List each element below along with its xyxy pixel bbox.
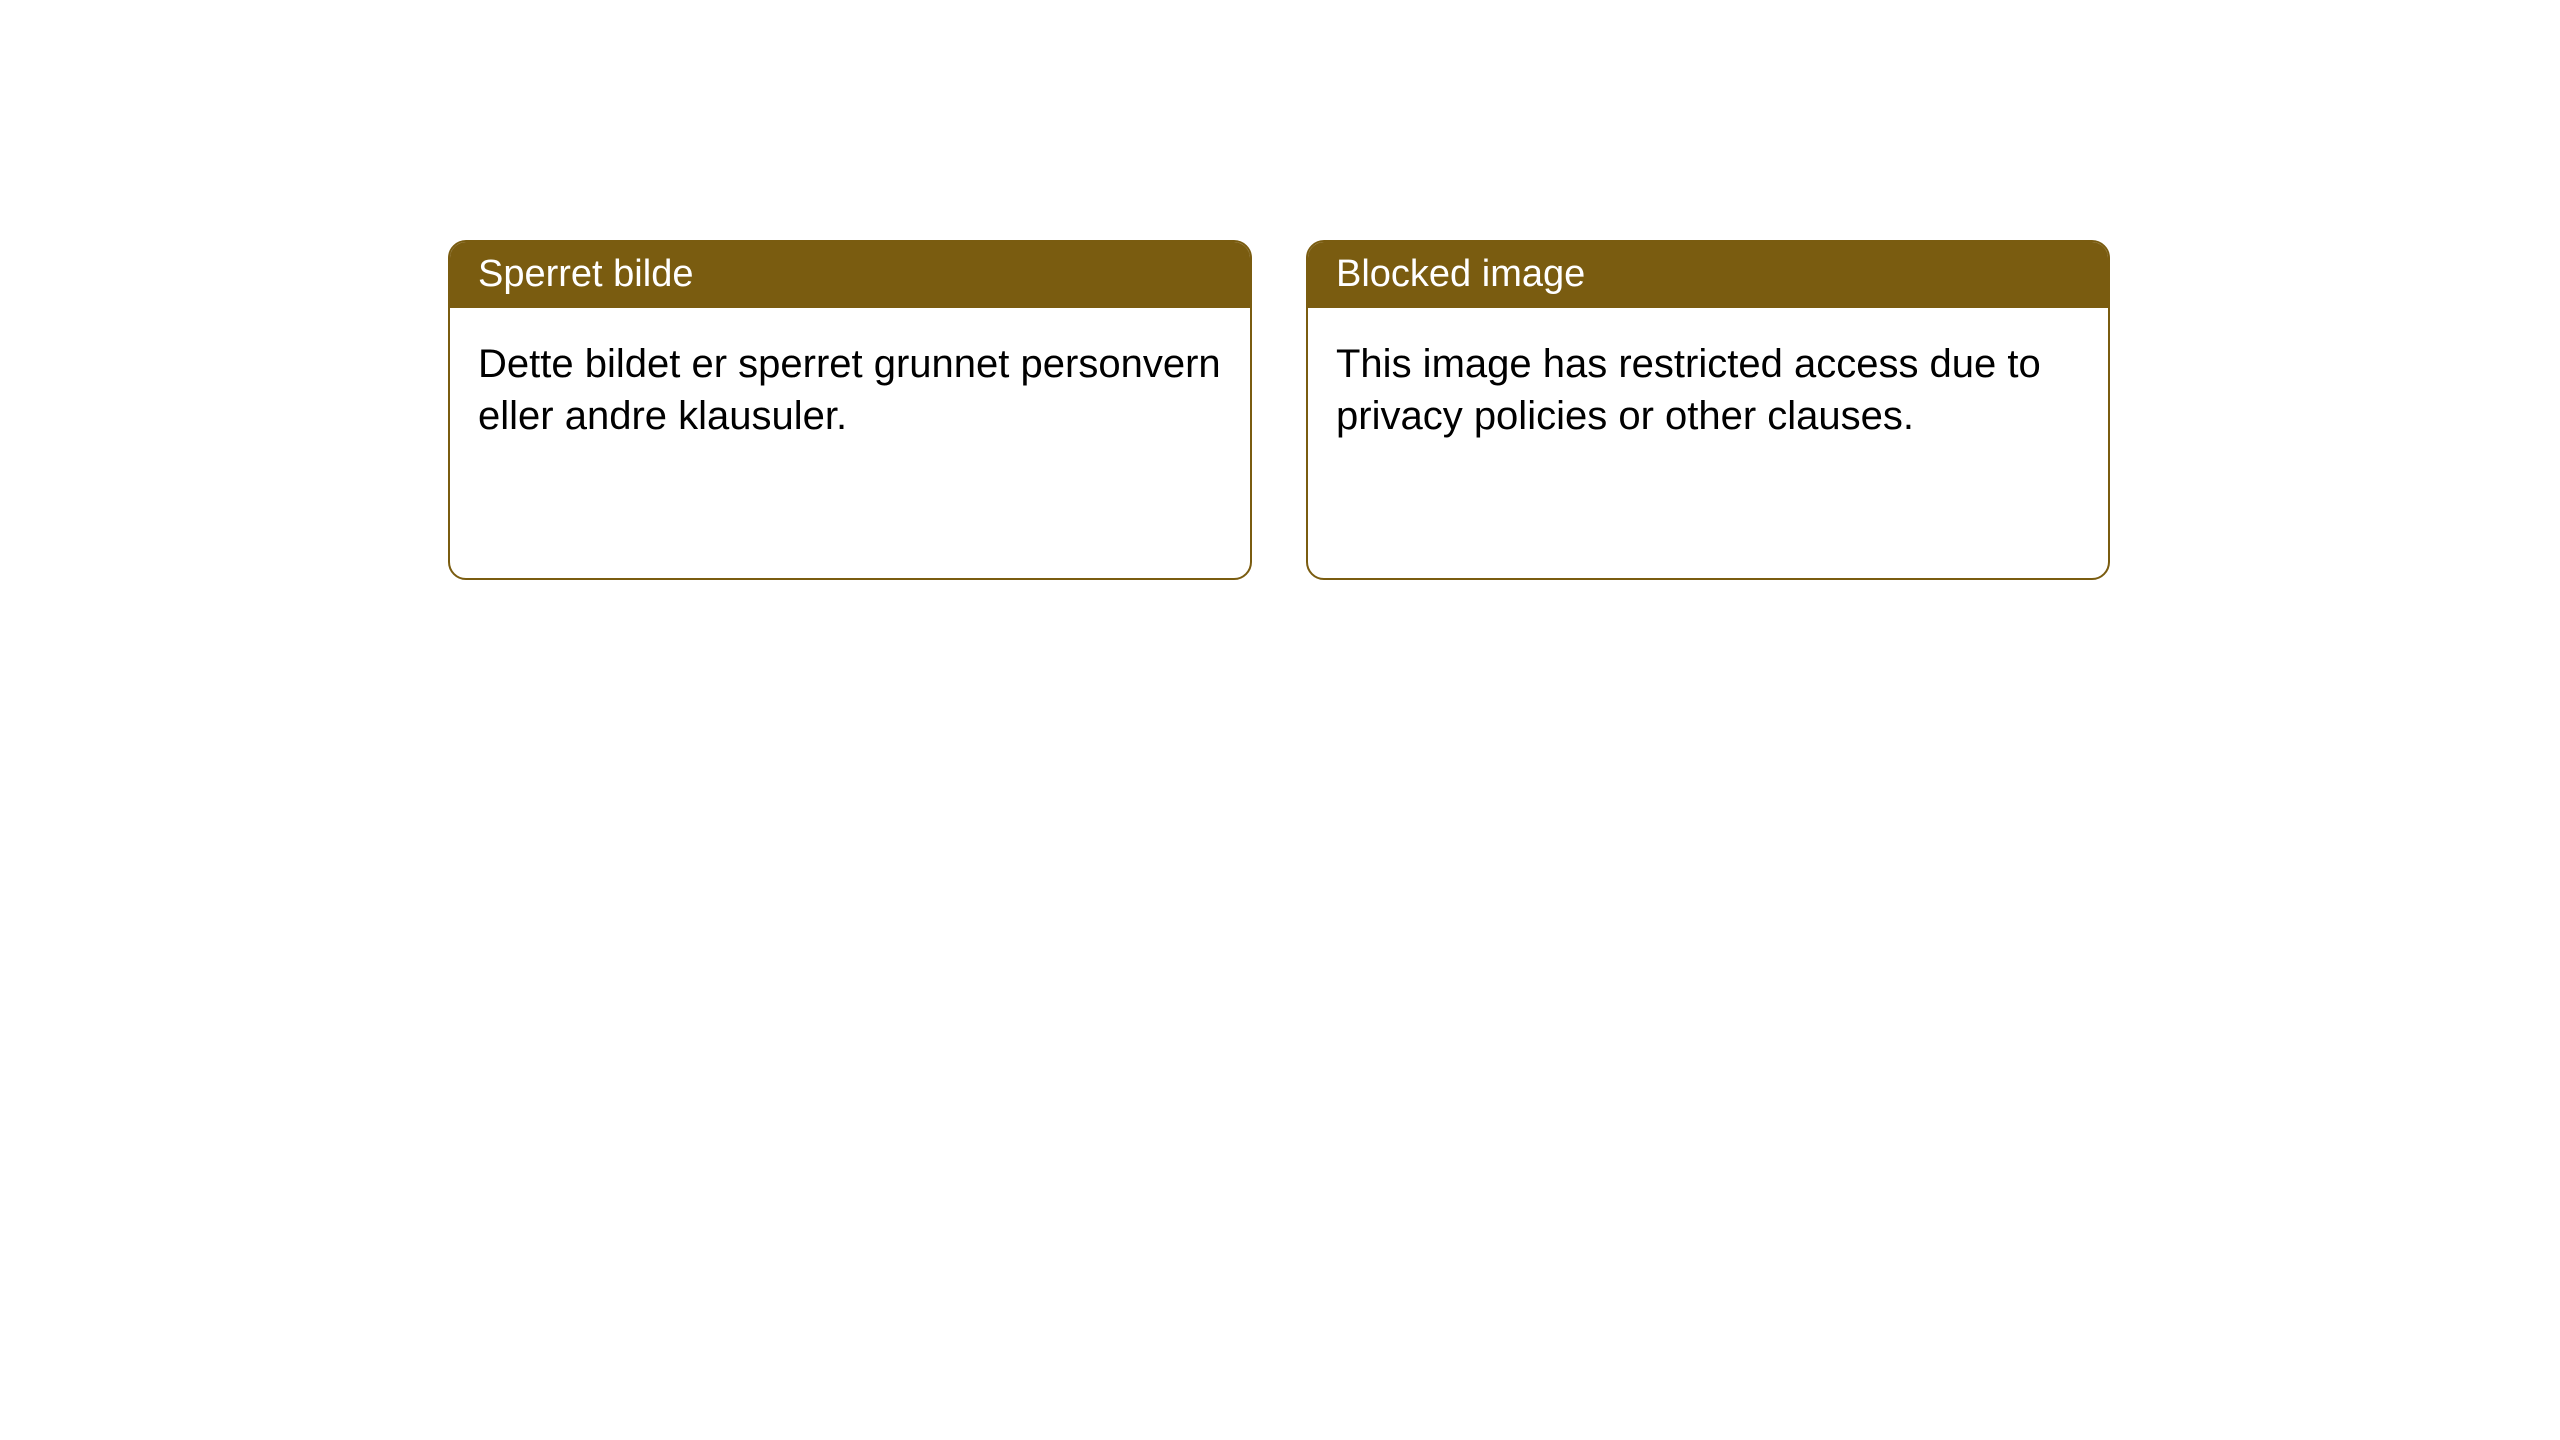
- notice-body: This image has restricted access due to …: [1308, 308, 2108, 472]
- notice-body: Dette bildet er sperret grunnet personve…: [450, 308, 1250, 472]
- notice-text: This image has restricted access due to …: [1336, 342, 2041, 438]
- notice-title: Blocked image: [1336, 253, 1585, 295]
- notice-header: Sperret bilde: [450, 242, 1250, 308]
- notice-title: Sperret bilde: [478, 253, 693, 295]
- notice-header: Blocked image: [1308, 242, 2108, 308]
- notice-container: Sperret bilde Dette bildet er sperret gr…: [0, 0, 2560, 580]
- notice-card-english: Blocked image This image has restricted …: [1306, 240, 2110, 580]
- notice-card-norwegian: Sperret bilde Dette bildet er sperret gr…: [448, 240, 1252, 580]
- notice-text: Dette bildet er sperret grunnet personve…: [478, 342, 1221, 438]
